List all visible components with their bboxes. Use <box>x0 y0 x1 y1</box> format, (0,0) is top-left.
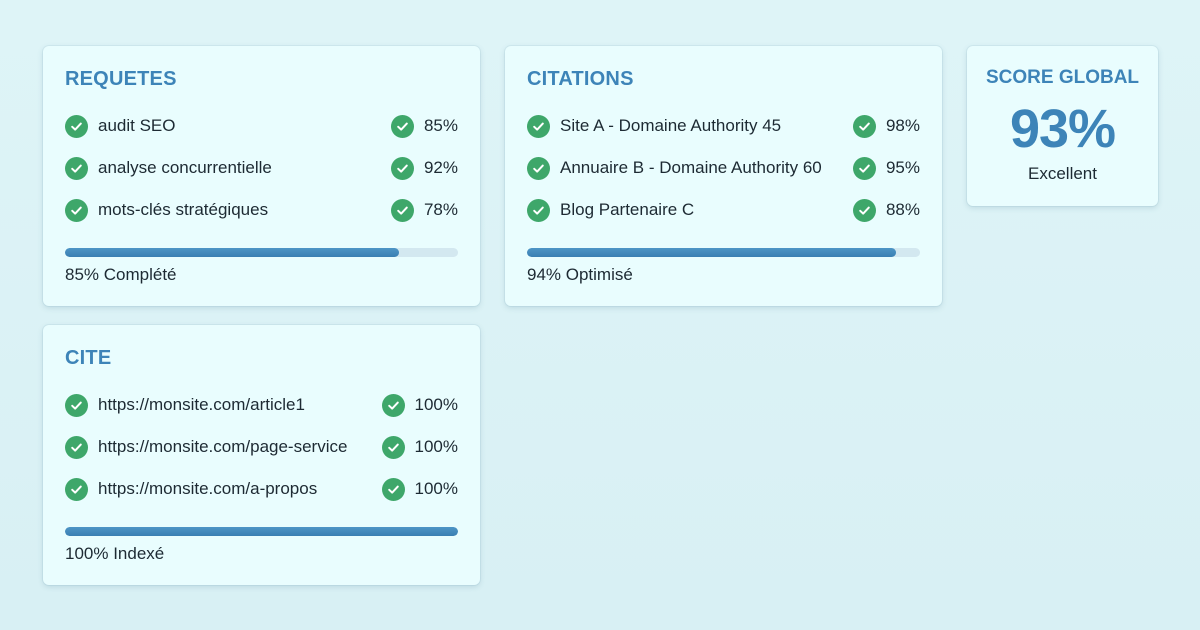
check-circle-icon <box>65 114 88 138</box>
list-item-status: 95% <box>852 156 920 180</box>
list-item: https://monsite.com/page-service 100% <box>65 434 458 460</box>
check-circle-icon-glyph <box>859 122 870 131</box>
list-item-value: 100% <box>414 479 458 498</box>
check-circle-icon-glyph <box>71 443 82 452</box>
list-item-value: 92% <box>423 158 458 177</box>
list-item-status: 85% <box>390 114 458 138</box>
check-circle-icon <box>527 156 550 180</box>
check-circle-icon <box>65 435 88 459</box>
list-item-status: 100% <box>381 477 458 501</box>
check-circle-icon-glyph <box>387 401 399 410</box>
list-item: Site A - Domaine Authority 45 98% <box>527 113 920 139</box>
list-item-label: mots-clés stratégiques <box>98 200 269 219</box>
check-circle-icon <box>390 198 414 222</box>
list-item-label: analyse concurrentielle <box>98 158 272 177</box>
list-item-value: 85% <box>423 116 458 135</box>
check-circle-icon <box>381 435 405 459</box>
check-circle-icon <box>390 114 414 138</box>
list-item-value: 98% <box>885 116 920 135</box>
list-item-label: Blog Partenaire C <box>560 200 695 219</box>
check-circle-icon-glyph <box>397 164 408 173</box>
list-item-value: 95% <box>885 158 920 177</box>
check-circle-icon <box>852 198 876 222</box>
cite-title: CITE <box>65 347 112 369</box>
progress-bar <box>65 527 458 536</box>
check-circle-icon <box>852 114 876 138</box>
check-circle-icon <box>527 114 550 138</box>
check-circle-icon-glyph <box>71 122 82 131</box>
list-item-status: 92% <box>390 156 458 180</box>
list-item-value: 78% <box>423 200 458 219</box>
check-circle-icon-glyph <box>387 485 399 494</box>
check-circle-icon <box>65 156 88 180</box>
list-item-status: 98% <box>852 114 920 138</box>
check-circle-icon <box>390 156 414 180</box>
check-circle-icon <box>381 477 405 501</box>
list-item: mots-clés stratégiques 78% <box>65 197 458 223</box>
progress-caption: 100% Indexé <box>65 544 165 563</box>
check-circle-icon <box>527 198 550 222</box>
requetes-title: REQUETES <box>65 68 177 90</box>
check-circle-icon-glyph <box>397 122 408 131</box>
list-item: Annuaire B - Domaine Authority 60 95% <box>527 155 920 181</box>
progress-caption: 85% Complété <box>65 265 177 284</box>
check-circle-icon-glyph <box>387 443 399 452</box>
list-item-label: Annuaire B - Domaine Authority 60 <box>560 158 822 177</box>
list-item-status: 78% <box>390 198 458 222</box>
citations-title: CITATIONS <box>527 68 634 90</box>
progress-bar <box>65 248 458 257</box>
citations-card: CITATIONS Site A - Domaine Authority 45 9… <box>505 46 942 306</box>
score-label: Excellent <box>1028 164 1097 183</box>
progress-bar-fill <box>65 527 458 536</box>
check-circle-icon <box>65 477 88 501</box>
list-item-value: 88% <box>885 200 920 219</box>
list-item-label: audit SEO <box>98 116 176 135</box>
check-circle-icon <box>381 393 405 417</box>
list-item: Blog Partenaire C 88% <box>527 197 920 223</box>
check-circle-icon-glyph <box>533 122 544 131</box>
score-title: SCORE GLOBAL <box>985 67 1140 88</box>
progress-bar <box>527 248 920 257</box>
check-circle-icon-glyph <box>71 206 82 215</box>
check-circle-icon <box>65 198 88 222</box>
list-item-label: Site A - Domaine Authority 45 <box>560 116 782 135</box>
list-item-status: 88% <box>852 198 920 222</box>
list-item-value: 100% <box>414 437 458 456</box>
list-item: audit SEO 85% <box>65 113 458 139</box>
list-item: https://monsite.com/a-propos 100% <box>65 476 458 502</box>
list-item-label: https://monsite.com/article1 <box>98 395 305 414</box>
list-item: https://monsite.com/article1 100% <box>65 392 458 418</box>
check-circle-icon-glyph <box>859 164 870 173</box>
list-item-value: 100% <box>414 395 458 414</box>
check-circle-icon-glyph <box>71 401 82 410</box>
cite-card: CITE https://monsite.com/article1 100% htt… <box>43 325 480 585</box>
check-circle-icon-glyph <box>71 485 82 494</box>
check-circle-icon-glyph <box>533 164 544 173</box>
score-value: 93% <box>1009 99 1116 159</box>
check-circle-icon <box>852 156 876 180</box>
list-item: analyse concurrentielle 92% <box>65 155 458 181</box>
progress-bar-fill <box>527 248 897 257</box>
list-item-status: 100% <box>381 393 458 417</box>
requetes-card: REQUETES audit SEO 85% analyse concurrenti… <box>43 46 480 306</box>
check-circle-icon <box>65 393 88 417</box>
list-item-label: https://monsite.com/page-service <box>98 437 348 456</box>
check-circle-icon-glyph <box>71 164 82 173</box>
list-item-label: https://monsite.com/a-propos <box>98 479 318 498</box>
list-item-status: 100% <box>381 435 458 459</box>
score-card: SCORE GLOBAL 93% Excellent <box>967 46 1158 206</box>
check-circle-icon-glyph <box>859 206 870 215</box>
check-circle-icon-glyph <box>397 206 408 215</box>
check-circle-icon-glyph <box>533 206 544 215</box>
progress-caption: 94% Optimisé <box>527 265 633 284</box>
progress-bar-fill <box>65 248 400 257</box>
